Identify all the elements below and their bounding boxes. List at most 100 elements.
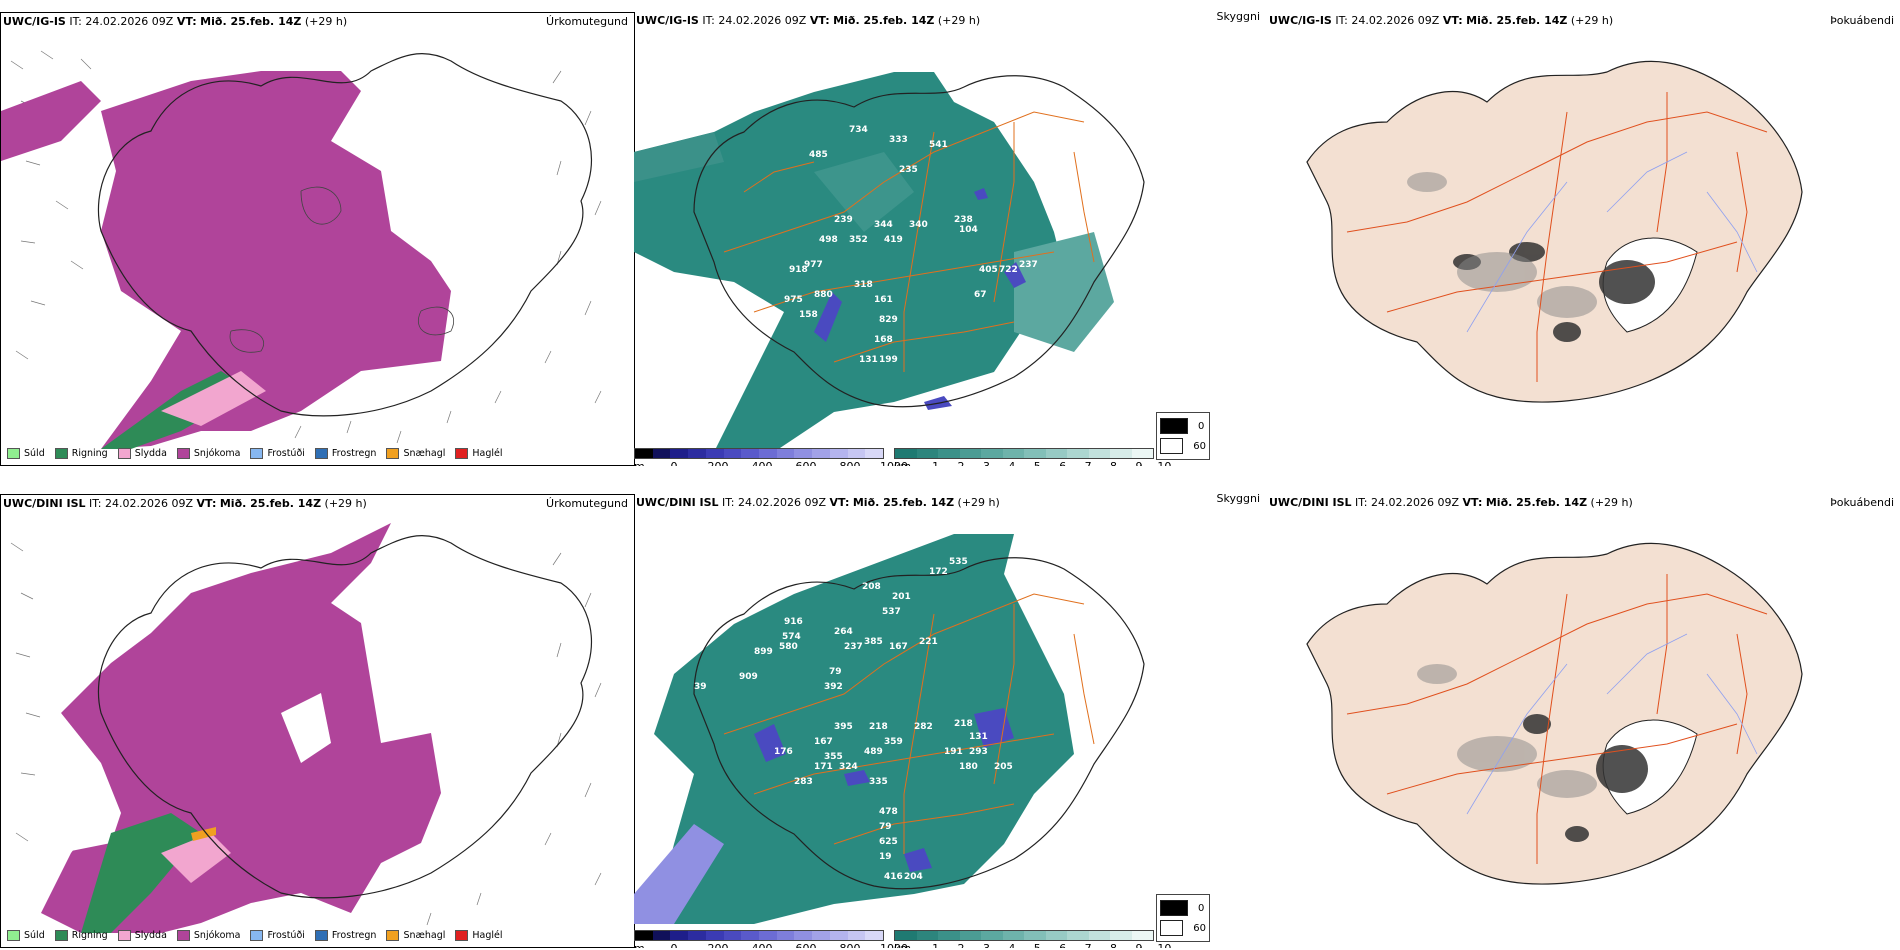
colorbar-segment (759, 449, 777, 458)
visibility-label: 176 (774, 747, 793, 757)
colorbar-tick: 7 (1085, 460, 1092, 466)
legend-item: Snæhagl (386, 930, 445, 941)
visibility-label: 392 (824, 682, 843, 692)
visibility-label: 19 (879, 852, 892, 862)
colorbar-tick: 2 (958, 942, 965, 948)
vt-label: VT: (196, 497, 217, 510)
colorbar-segment (794, 931, 813, 940)
visibility-label: 237 (844, 642, 863, 652)
visibility-label: 180 (959, 762, 978, 772)
colorbar-segment (895, 449, 917, 458)
fog-map (1306, 60, 1803, 403)
colorbar-segment (776, 931, 795, 940)
colorbar-segment (635, 931, 653, 940)
snow-area (101, 71, 451, 449)
panel-title: Skyggni (1216, 494, 1260, 505)
visibility-label: 264 (834, 627, 853, 637)
legend-item: Snjókoma (176, 448, 241, 459)
precip-map (1, 50, 602, 449)
colorbar-segment (981, 931, 1003, 940)
lead-time: (+29 h) (957, 496, 1000, 509)
colorbar-segment (981, 449, 1003, 458)
visibility-label: 171 (814, 762, 833, 772)
colorbar-tick: 800 (840, 942, 861, 948)
legend-label: Súld (24, 930, 45, 941)
legend-label: Snæhagl (403, 930, 446, 941)
model-name: UWC/IG-IS (1269, 14, 1332, 27)
visibility-label: 405 (979, 265, 998, 275)
legend-swatch (176, 448, 190, 459)
visibility-label: 79 (829, 667, 842, 677)
lead-time: (+29 h) (324, 497, 367, 510)
legend-item: Frostúði (250, 930, 305, 941)
precip-map (10, 523, 602, 933)
iceland-outline (693, 557, 1145, 890)
panel-title: Úrkomutegund (546, 15, 628, 28)
colorbar-segment (688, 449, 706, 458)
lead-time: (+29 h) (1570, 14, 1614, 27)
colorbar-tick: 2 (958, 460, 965, 466)
visibility-label: 235 (899, 165, 918, 175)
legend-swatch (250, 448, 264, 459)
colorbar-segment (776, 449, 795, 458)
legend-swatch (7, 448, 20, 459)
iceland-land (1306, 60, 1803, 403)
height-colorbar: m 0 200 400 600 800 1000 (634, 448, 908, 466)
visibility-label: 829 (879, 315, 898, 325)
legend-label: Snjókoma (193, 448, 241, 459)
colorbar-segment (812, 449, 830, 458)
legend-label: Snæhagl (403, 448, 446, 459)
visibility-label: 293 (969, 747, 988, 757)
it-value: 24.02.2026 09Z (1351, 14, 1440, 27)
visibility-label: 282 (914, 722, 933, 732)
legend-swatch (7, 930, 20, 941)
visibility-label: 535 (949, 557, 968, 567)
visibility-label: 199 (879, 355, 898, 365)
colorbar-segment (938, 449, 960, 458)
colorbar-segment (1110, 931, 1132, 940)
legend-label: Snjókoma (193, 930, 241, 941)
model-name: UWC/DINI ISL (1269, 496, 1352, 509)
fog-map (1306, 542, 1803, 885)
panel-header: UWC/IG-IS IT: 24.02.2026 09Z VT: Mið. 25… (3, 15, 628, 29)
legend-item: Súld (7, 930, 45, 941)
fog-panel-bottom: UWC/DINI ISL IT: 24.02.2026 09Z VT: Mið.… (1267, 494, 1900, 948)
colorbar-tick: 3 (983, 942, 990, 948)
colorbar-unit: km (894, 942, 911, 948)
colorbar-tick: 6 (1059, 942, 1066, 948)
it-label: IT: (89, 497, 102, 510)
lead-time: (+29 h) (937, 14, 981, 27)
legend-label: Súld (24, 448, 45, 459)
colorbar-tick: 6 (1059, 460, 1066, 466)
visibility-label: 168 (874, 335, 893, 345)
colorbar-segment (1088, 931, 1110, 940)
visibility-label: 39 (694, 682, 707, 692)
visibility-label: 880 (814, 290, 833, 300)
visibility-label: 167 (889, 642, 908, 652)
visibility-label: 318 (854, 280, 873, 290)
legend-swatch (54, 448, 68, 459)
panel-header: UWC/DINI ISL IT: 24.02.2026 09Z VT: Mið.… (3, 497, 628, 511)
visibility-panel-bottom: UWC/DINI ISL IT: 24.02.2026 09Z VT: Mið.… (634, 494, 1266, 948)
colorbar-segment (741, 931, 760, 940)
visibility-label: 131 (969, 732, 988, 742)
colorbar-segment (794, 449, 813, 458)
colorbar-segment (938, 931, 960, 940)
panel-header: UWC/IG-IS IT: 24.02.2026 09Z VT: Mið. 25… (636, 12, 1260, 28)
visibility-label: 333 (889, 135, 908, 145)
visibility-label: 537 (882, 607, 901, 617)
vt-label: VT: (809, 14, 830, 27)
model-name: UWC/IG-IS (636, 14, 699, 27)
colorbar-segment (1024, 449, 1046, 458)
legend-swatch (117, 930, 131, 941)
precip-panel-top: UWC/IG-IS IT: 24.02.2026 09Z VT: Mið. 25… (0, 12, 635, 466)
visibility-label: 485 (809, 150, 828, 160)
visibility-label: 104 (959, 225, 978, 235)
colorbar-segment (741, 449, 760, 458)
visibility-label: 722 (999, 265, 1018, 275)
visibility-label: 161 (874, 295, 893, 305)
visibility-label: 239 (834, 215, 853, 225)
legend-label: Frostúði (267, 930, 305, 941)
it-label: IT: (722, 496, 735, 509)
visibility-label: 344 (874, 220, 893, 230)
